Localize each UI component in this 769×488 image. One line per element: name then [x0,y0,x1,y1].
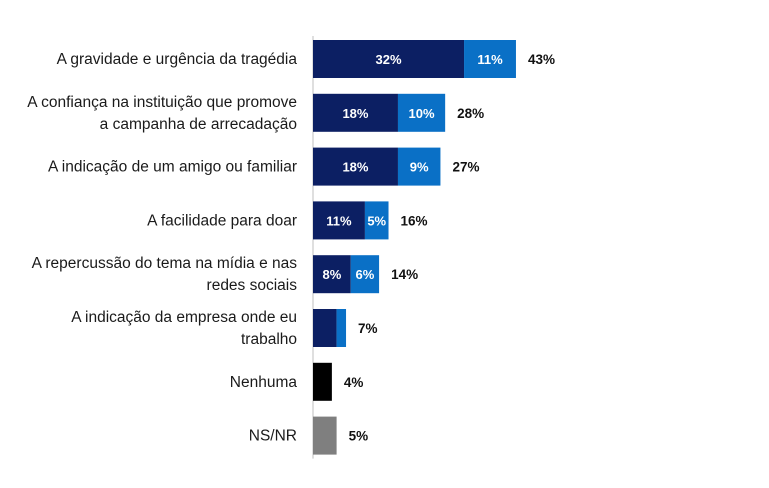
bar-segment-series-1 [313,416,337,455]
bar-segment-series-2 [350,255,380,294]
bar-segment-series-1 [313,255,351,294]
category-label: A confiança na instituição que promove a … [27,94,297,133]
category-label: NS/NR [249,428,297,445]
total-label: 14% [391,267,418,282]
category-label: A repercussão do tema na mídia e nas rede… [32,255,298,294]
bar-segment-series-2 [336,309,347,347]
bar-segment-series-2 [397,147,441,186]
data-label: 6% [356,267,375,282]
bar-segment-series-1 [313,93,398,132]
bar-segment-series-1 [313,309,337,347]
bar-segment-series-1 [313,201,365,240]
total-label: 43% [528,52,555,67]
category-label: Nenhuma [230,374,298,391]
data-label: 9% [410,160,429,175]
data-label: 10% [409,106,435,121]
bar-segment-series-1 [313,362,332,401]
bar-segment-series-2 [397,93,446,132]
category-label: A indicação da empresa onde eu trabalho [71,309,297,348]
bar-segment-series-1 [313,147,398,186]
total-label: 7% [358,321,378,336]
data-label: 11% [326,213,352,228]
bar-segment-series-2 [464,40,516,78]
bar-segment-series-1 [313,40,465,78]
category-label: A facilidade para doar [147,212,297,229]
total-label: 27% [452,160,479,175]
total-label: 28% [457,106,484,121]
total-label: 5% [349,429,369,444]
category-label: A gravidade e urgência da tragédia [57,51,298,68]
data-label: 8% [322,267,341,282]
total-label: 4% [344,375,364,390]
data-label: 18% [342,160,368,175]
data-label: 32% [376,52,402,67]
data-label: 11% [477,52,503,67]
category-label: A indicação de um amigo ou familiar [48,159,297,176]
total-label: 16% [401,213,428,228]
bar-segment-series-2 [364,201,389,240]
data-label: 5% [367,213,386,228]
data-label: 18% [342,106,368,121]
